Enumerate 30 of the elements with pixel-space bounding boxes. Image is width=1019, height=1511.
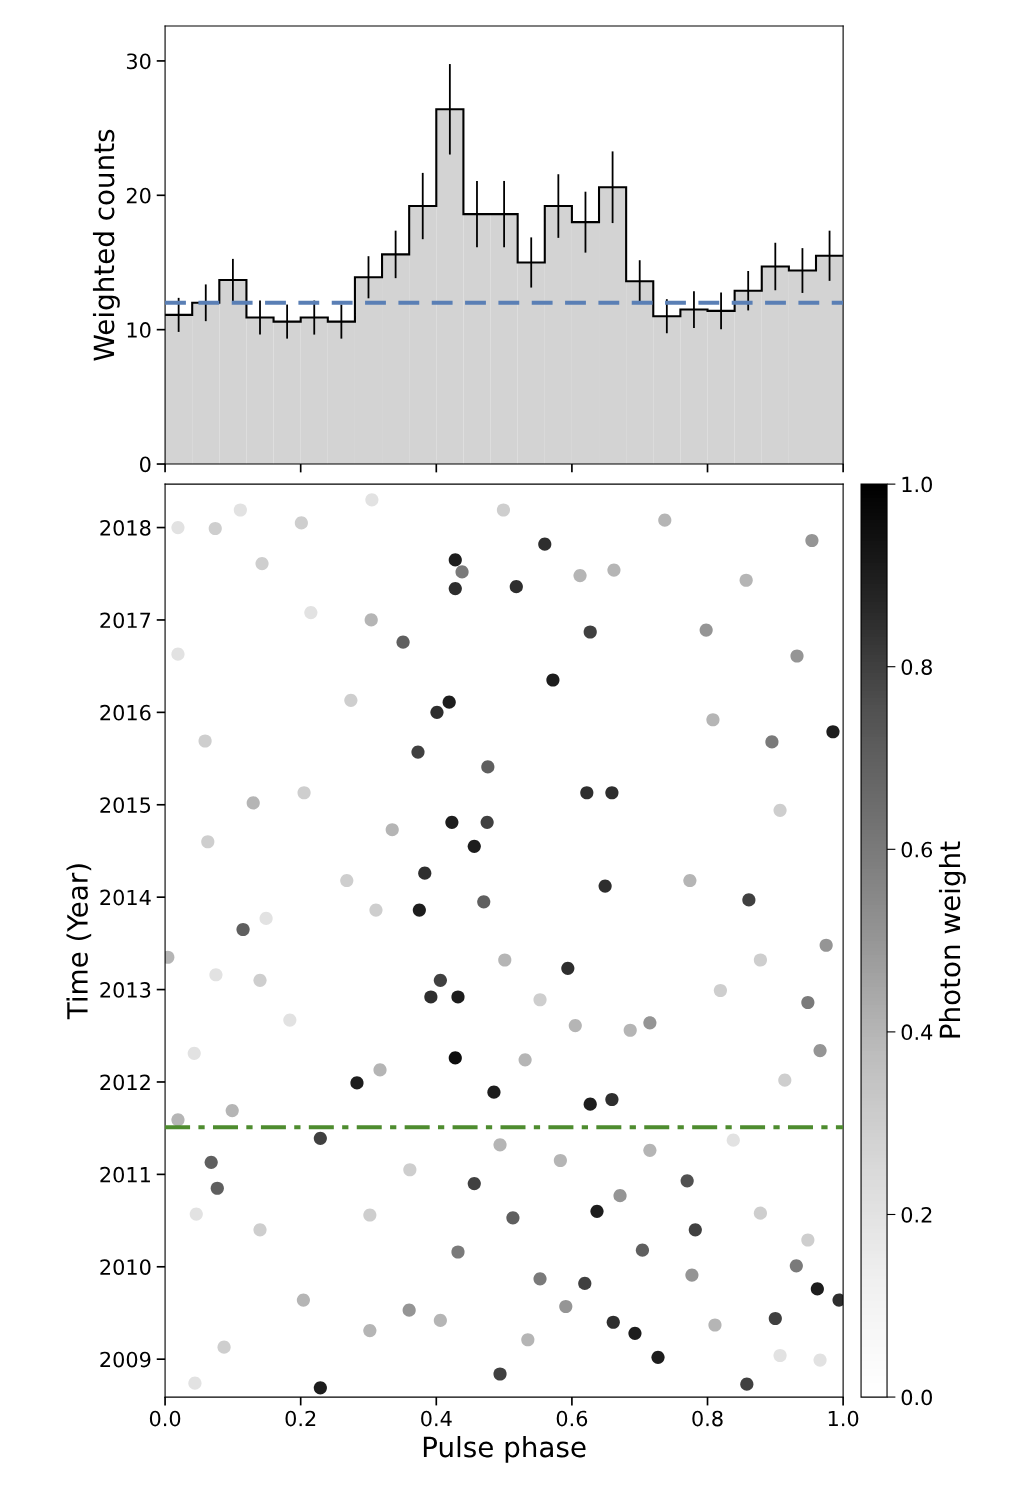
y-tick-label: 2011 bbox=[100, 1166, 150, 1183]
y-tick-label: 2009 bbox=[100, 1351, 151, 1368]
x-axis-title: Pulse phase bbox=[423, 1435, 586, 1463]
color-bar-label: 1.0 bbox=[902, 476, 932, 493]
color-bar-label: 0.0 bbox=[901, 1389, 932, 1406]
y-tick-label: 2013 bbox=[100, 982, 151, 998]
x-tick-label: 0.0 bbox=[149, 1410, 181, 1427]
y-tick-label: 2016 bbox=[100, 704, 151, 721]
x-tick-label: 0.2 bbox=[285, 1410, 316, 1427]
color-bar-label: 0.8 bbox=[901, 659, 932, 675]
y-tick-label: 2017 bbox=[100, 612, 151, 629]
color-bar-label: 0.4 bbox=[901, 1024, 933, 1041]
x-tick-label: 0.4 bbox=[421, 1410, 452, 1427]
y-tick-label: 30 bbox=[126, 53, 151, 70]
y-tick-label: 2015 bbox=[100, 797, 151, 813]
x-tick-label: 0.8 bbox=[692, 1410, 723, 1427]
y-tick-label: 2018 bbox=[100, 520, 151, 536]
y-tick-label: 2014 bbox=[100, 889, 151, 906]
y-tick-label: 2010 bbox=[100, 1259, 151, 1275]
color-bar-title: Photon weight bbox=[938, 841, 966, 1038]
y-axis-title: Weighted counts bbox=[92, 129, 120, 361]
y-axis-title: Time (Year) bbox=[66, 864, 92, 1020]
x-tick-label: 1.0 bbox=[828, 1410, 859, 1427]
y-tick-label: 20 bbox=[126, 187, 151, 204]
x-tick-label: 0.6 bbox=[556, 1410, 588, 1427]
color-bar-label: 0.2 bbox=[901, 1206, 932, 1223]
y-tick-label: 0 bbox=[140, 456, 151, 473]
color-bar-label: 0.6 bbox=[901, 841, 933, 858]
y-tick-label: 2012 bbox=[100, 1074, 150, 1091]
y-tick-label: 10 bbox=[127, 322, 151, 338]
